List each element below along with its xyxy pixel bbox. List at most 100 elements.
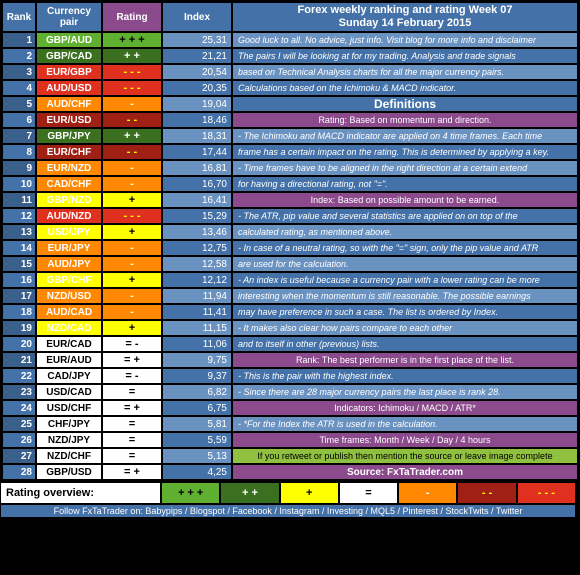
index-cell: 12,12 bbox=[162, 272, 232, 288]
table-row: 22CAD/JPY= -9,37 bbox=[2, 368, 232, 384]
rating-cell: + bbox=[102, 272, 162, 288]
rating-cell: - bbox=[102, 304, 162, 320]
index-cell: 16,70 bbox=[162, 176, 232, 192]
hdr-index: Index bbox=[162, 2, 232, 32]
info-line: and to itself in other (previous) lists. bbox=[232, 336, 578, 352]
rating-cell: - bbox=[102, 288, 162, 304]
index-cell: 11,15 bbox=[162, 320, 232, 336]
info-line: may have preference in such a case. The … bbox=[232, 304, 578, 320]
index-cell: 18,46 bbox=[162, 112, 232, 128]
index-cell: 25,31 bbox=[162, 32, 232, 48]
overview-cell: + + + bbox=[161, 482, 220, 504]
pair-cell: EUR/CHF bbox=[36, 144, 102, 160]
definitions-header: Definitions bbox=[232, 96, 578, 112]
table-row: 26NZD/JPY=5,59 bbox=[2, 432, 232, 448]
rank-cell: 1 bbox=[2, 32, 36, 48]
info-line: - The Ichimoku and MACD indicator are ap… bbox=[232, 128, 578, 144]
index-cell: 11,41 bbox=[162, 304, 232, 320]
rating-cell: = bbox=[102, 416, 162, 432]
rating-cell: - bbox=[102, 160, 162, 176]
table-row: 24USD/CHF= +6,75 bbox=[2, 400, 232, 416]
info-line: - The ATR, pip value and several statist… bbox=[232, 208, 578, 224]
subtitle: Sunday 14 February 2015 bbox=[339, 17, 472, 30]
table-row: 23USD/CAD=6,82 bbox=[2, 384, 232, 400]
overview-cell: = bbox=[339, 482, 398, 504]
info-line: interesting when the momentum is still r… bbox=[232, 288, 578, 304]
info-line: - *For the Index the ATR is used in the … bbox=[232, 416, 578, 432]
info-line: - Since there are 28 major currency pair… bbox=[232, 384, 578, 400]
table-header: Rank Currency pair Rating Index bbox=[2, 2, 232, 32]
info-line: Good luck to all. No advice, just info. … bbox=[232, 32, 578, 48]
rating-cell: + bbox=[102, 224, 162, 240]
table-row: 20EUR/CAD= -11,06 bbox=[2, 336, 232, 352]
rank-cell: 24 bbox=[2, 400, 36, 416]
index-cell: 15,29 bbox=[162, 208, 232, 224]
rating-cell: = + bbox=[102, 464, 162, 480]
source-line: Source: FxTaTrader.com bbox=[232, 464, 578, 480]
table-row: 17NZD/USD-11,94 bbox=[2, 288, 232, 304]
table-row: 12AUD/NZD- - -15,29 bbox=[2, 208, 232, 224]
pair-cell: EUR/CAD bbox=[36, 336, 102, 352]
rank-cell: 5 bbox=[2, 96, 36, 112]
pair-cell: EUR/USD bbox=[36, 112, 102, 128]
index-cell: 19,04 bbox=[162, 96, 232, 112]
rank-cell: 14 bbox=[2, 240, 36, 256]
rank-cell: 16 bbox=[2, 272, 36, 288]
pair-cell: GBP/USD bbox=[36, 464, 102, 480]
info-line: - It makes also clear how pairs compare … bbox=[232, 320, 578, 336]
index-cell: 18,31 bbox=[162, 128, 232, 144]
rating-cell: + + + bbox=[102, 32, 162, 48]
rank-cell: 21 bbox=[2, 352, 36, 368]
pair-cell: NZD/USD bbox=[36, 288, 102, 304]
table-row: 25CHF/JPY=5,81 bbox=[2, 416, 232, 432]
table-row: 10CAD/CHF-16,70 bbox=[2, 176, 232, 192]
index-cell: 12,75 bbox=[162, 240, 232, 256]
pair-cell: EUR/NZD bbox=[36, 160, 102, 176]
title: Forex weekly ranking and rating Week 07 bbox=[298, 4, 513, 17]
rank-cell: 22 bbox=[2, 368, 36, 384]
rating-cell: + + bbox=[102, 128, 162, 144]
table-row: 3EUR/GBP- - -20,54 bbox=[2, 64, 232, 80]
rating-cell: - - - bbox=[102, 64, 162, 80]
index-cell: 16,81 bbox=[162, 160, 232, 176]
index-cell: 13,46 bbox=[162, 224, 232, 240]
pair-cell: NZD/JPY bbox=[36, 432, 102, 448]
index-cell: 9,37 bbox=[162, 368, 232, 384]
rank-cell: 9 bbox=[2, 160, 36, 176]
rating-cell: = bbox=[102, 448, 162, 464]
index-cell: 16,41 bbox=[162, 192, 232, 208]
rating-cell: - bbox=[102, 96, 162, 112]
pair-cell: USD/CHF bbox=[36, 400, 102, 416]
hdr-rank: Rank bbox=[2, 2, 36, 32]
table-row: 15AUD/JPY-12,58 bbox=[2, 256, 232, 272]
pair-cell: USD/JPY bbox=[36, 224, 102, 240]
pair-cell: GBP/AUD bbox=[36, 32, 102, 48]
table-row: 21EUR/AUD= +9,75 bbox=[2, 352, 232, 368]
overview-label: Rating overview: bbox=[0, 482, 161, 504]
table-row: 2GBP/CAD+ +21,21 bbox=[2, 48, 232, 64]
info-line: - An index is useful because a currency … bbox=[232, 272, 578, 288]
table-row: 5AUD/CHF-19,04 bbox=[2, 96, 232, 112]
table-row: 14EUR/JPY-12,75 bbox=[2, 240, 232, 256]
rating-cell: = - bbox=[102, 336, 162, 352]
index-cell: 11,06 bbox=[162, 336, 232, 352]
rank-cell: 13 bbox=[2, 224, 36, 240]
rank-cell: 25 bbox=[2, 416, 36, 432]
rating-cell: + bbox=[102, 320, 162, 336]
table-row: 27NZD/CHF=5,13 bbox=[2, 448, 232, 464]
info-line: - In case of a neutral rating, so with t… bbox=[232, 240, 578, 256]
table-row: 18AUD/CAD-11,41 bbox=[2, 304, 232, 320]
footer: Rating overview: + + ++ ++=-- -- - - Fol… bbox=[0, 482, 576, 518]
sub-header: Rank: The best performer is in the first… bbox=[232, 352, 578, 368]
title-bar: Forex weekly ranking and rating Week 07 … bbox=[232, 2, 578, 32]
pair-cell: AUD/NZD bbox=[36, 208, 102, 224]
index-cell: 5,81 bbox=[162, 416, 232, 432]
info-line: The pairs I will be looking at for my tr… bbox=[232, 48, 578, 64]
rating-cell: - - bbox=[102, 144, 162, 160]
pair-cell: NZD/CHF bbox=[36, 448, 102, 464]
rank-cell: 6 bbox=[2, 112, 36, 128]
pair-cell: EUR/AUD bbox=[36, 352, 102, 368]
follow-row: Follow FxTaTrader on: Babypips / Blogspo… bbox=[0, 504, 576, 518]
pair-cell: CAD/CHF bbox=[36, 176, 102, 192]
rank-cell: 8 bbox=[2, 144, 36, 160]
